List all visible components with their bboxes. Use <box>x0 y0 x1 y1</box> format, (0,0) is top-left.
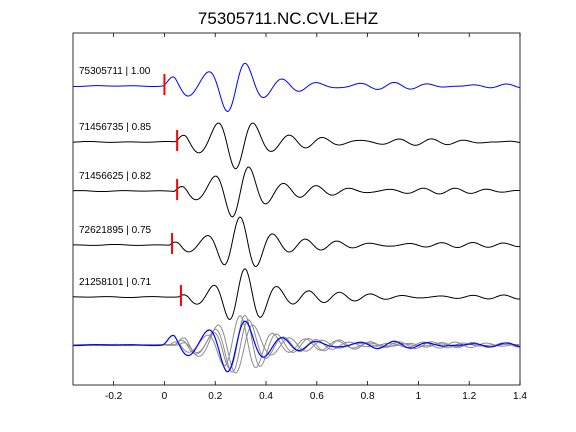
trace-waveform <box>72 268 521 320</box>
overlay-waveform <box>72 315 521 369</box>
overlay-waveform <box>72 324 521 374</box>
x-tick-label: -0.2 <box>105 391 123 402</box>
x-tick-label: 0.2 <box>208 391 222 402</box>
x-tick-label: 0.4 <box>259 391 273 402</box>
trace-stack: 75305711 | 1.00 71456735 | 0.85 71456625 |… <box>72 62 521 320</box>
trace-waveform <box>72 166 521 218</box>
x-tick-label: 0.8 <box>361 391 375 402</box>
x-tick-label: 1.2 <box>462 391 476 402</box>
trace-label: 71456735 | 0.85 <box>79 122 152 133</box>
x-tick-label: 0 <box>162 391 168 402</box>
plot-area-frame <box>72 32 521 386</box>
trace-label: 21258101 | 0.71 <box>79 277 152 288</box>
trace-label: 75305711 | 1.00 <box>79 66 151 77</box>
overlay-stack <box>72 314 521 374</box>
chart-title: 75305711.NC.CVL.EHZ <box>198 9 378 28</box>
x-tick-label: 1 <box>416 391 422 402</box>
trace-waveform <box>72 122 521 170</box>
trace-label: 71456625 | 0.82 <box>79 171 152 182</box>
x-tick-label: 0.6 <box>310 391 324 402</box>
trace-label: 72621895 | 0.75 <box>79 225 152 236</box>
trace-waveform <box>72 62 521 112</box>
x-axis: -0.2 0 0.2 0.4 0.6 0.8 1 1.2 1.4 <box>105 33 527 402</box>
trace-waveform <box>73 216 521 268</box>
overlay-waveform <box>72 320 521 373</box>
x-tick-label: 1.4 <box>513 391 527 402</box>
